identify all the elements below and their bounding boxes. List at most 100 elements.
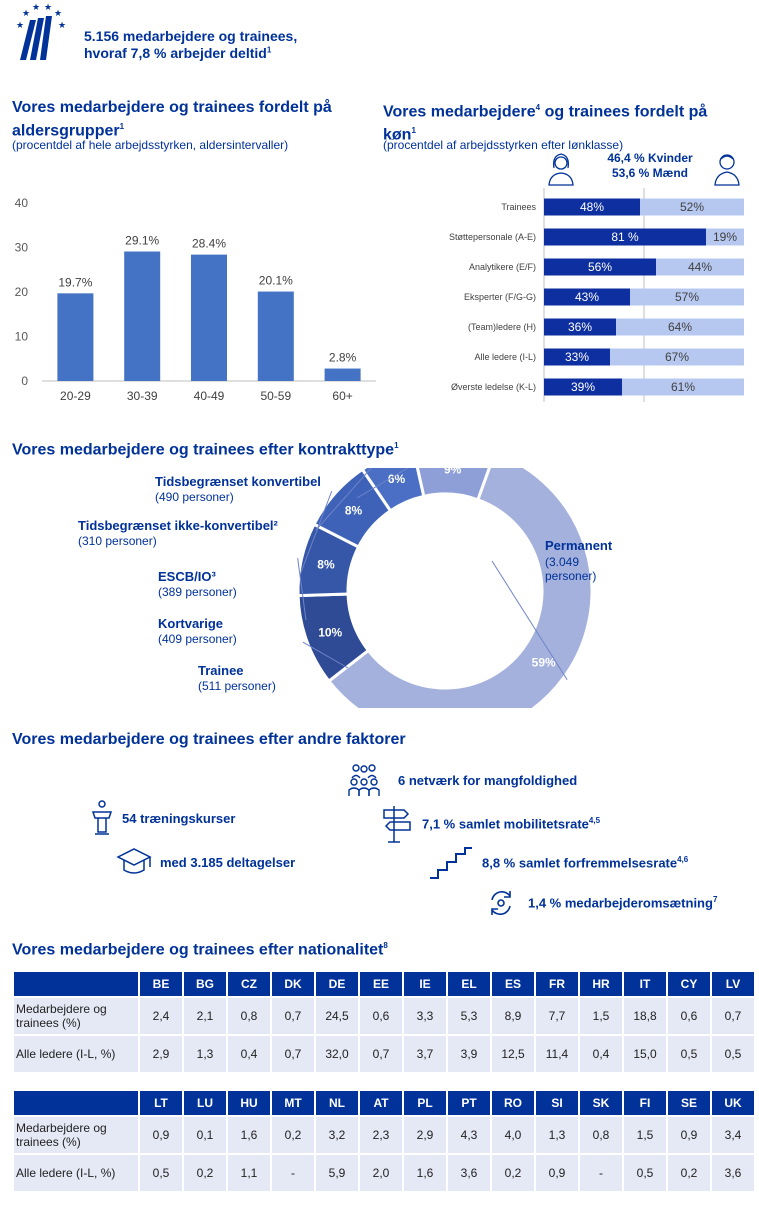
donut-slice-percent: 10%	[318, 625, 342, 639]
age-bar	[191, 254, 227, 381]
donut-leader-line	[299, 490, 333, 576]
managers-row: Alle ledere (I-L, %) 2,9 1,3 0,4 0,7 32,0 0,7 3…	[14, 1036, 754, 1072]
gender-category-label: Trainees	[501, 202, 536, 212]
table-cell: 8,9	[492, 998, 534, 1034]
factors-title: Vores medarbejdere og trainees efter and…	[12, 731, 406, 748]
donut-leader-line	[302, 641, 349, 669]
women-value-label: 36%	[568, 320, 592, 334]
table-cell: 3,6	[712, 1155, 754, 1191]
donut-leader-line	[315, 468, 372, 531]
turnover-factor: 1,4 % medarbejderomsætning7	[486, 888, 717, 918]
women-bar-segment	[544, 228, 706, 246]
signpost-icon	[383, 806, 411, 843]
men-bar-segment	[706, 228, 744, 246]
table-cell: 3,4	[712, 1117, 754, 1153]
promotion-factor: 8,8 % samlet forfremmelsesrate4,6	[428, 846, 688, 880]
table-cell: 15,0	[624, 1036, 666, 1072]
donut-slice-detail: (389 personer)	[158, 585, 237, 599]
lectern-icon	[91, 800, 113, 835]
table-cell: 5,3	[448, 998, 490, 1034]
promotion-text: 8,8 % samlet forfremmelsesrate4,6	[482, 855, 689, 871]
table-cell: 2,0	[360, 1155, 402, 1191]
age-y-tick-label: 0	[21, 374, 28, 388]
men-value-label: 57%	[675, 290, 699, 304]
country-code: CZ	[228, 972, 270, 996]
donut-slice-detail: personer)	[545, 569, 596, 583]
header-line2: hvoraf 7,8 % arbejder deltid1	[84, 45, 272, 61]
table-cell: 1,3	[536, 1117, 578, 1153]
table-cell: 0,6	[668, 998, 710, 1034]
men-bar-segment	[610, 348, 744, 366]
managers-row: Alle ledere (I-L, %) 0,5 0,2 1,1-5,9 2,0 1,6 3…	[14, 1155, 754, 1191]
table-cell: 4,0	[492, 1117, 534, 1153]
age-bar-value-label: 2.8%	[329, 351, 357, 365]
donut-slice	[326, 468, 594, 708]
table-cell: 2,1	[184, 998, 226, 1034]
table-cell: -	[272, 1155, 314, 1191]
age-y-tick-label: 40	[15, 196, 29, 210]
age-category-label: 60+	[332, 389, 352, 403]
networks-text: 6 netværk for mangfoldighed	[398, 772, 578, 788]
women-bar-segment	[544, 378, 622, 396]
courses-factor: 54 træningskurser	[90, 800, 235, 836]
table-cell: 3,2	[316, 1117, 358, 1153]
table-cell: 1,3	[184, 1036, 226, 1072]
donut-slice-label: Tidsbegrænset ikke-konvertibel²	[78, 518, 279, 533]
table-cell: 0,5	[624, 1155, 666, 1191]
table-cell: 0,2	[492, 1155, 534, 1191]
table-cell: 1,6	[404, 1155, 446, 1191]
nationality-table-1: BE BG CZ DK DE EE IE EL ES FR HR IT CY LV Medarbejdere…	[12, 970, 756, 1074]
men-value-label: 19%	[713, 230, 737, 244]
table-cell: 1,5	[624, 1117, 666, 1153]
table-cell: 1,5	[580, 998, 622, 1034]
table-cell: 4,3	[448, 1117, 490, 1153]
turnover-arrows-icon	[491, 891, 511, 915]
men-value-label: 61%	[671, 380, 695, 394]
table-cell: 0,1	[184, 1117, 226, 1153]
country-code: ES	[492, 972, 534, 996]
age-bar-value-label: 20.1%	[259, 274, 293, 288]
donut-slice-label: Kortvarige	[158, 616, 223, 631]
contract-title: Vores medarbejdere og trainees efter kon…	[12, 441, 399, 459]
gender-category-label: Støttepersonale (A-E)	[449, 232, 536, 242]
table-cell: 0,8	[580, 1117, 622, 1153]
table-cell: 24,5	[316, 998, 358, 1034]
donut-slice-percent: 59%	[532, 656, 556, 670]
women-share: 46,4 % Kvinder	[607, 151, 693, 165]
age-subtitle: (procentdel af hele arbejdsstyrken, alde…	[12, 138, 289, 152]
table-cell: 0,9	[536, 1155, 578, 1191]
women-value-label: 48%	[580, 200, 604, 214]
table-cell: 0,7	[712, 998, 754, 1034]
gender-category-label: Analytikere (E/F)	[469, 262, 536, 272]
table-cell: 0,5	[712, 1036, 754, 1072]
table-cell: 0,2	[184, 1155, 226, 1191]
country-header-row: BE BG CZ DK DE EE IE EL ES FR HR IT CY LV	[14, 972, 754, 996]
country-code: LV	[712, 972, 754, 996]
country-code: IT	[624, 972, 666, 996]
table-cell: 0,2	[668, 1155, 710, 1191]
header-line1: 5.156 medarbejdere og trainees,	[84, 28, 298, 44]
participations-text: med 3.185 deltagelser	[160, 854, 296, 870]
country-code: NL	[316, 1091, 358, 1115]
donut-slice-detail: (409 personer)	[158, 632, 237, 646]
country-code: BG	[184, 972, 226, 996]
country-code: MT	[272, 1091, 314, 1115]
women-bar-segment	[544, 348, 610, 366]
women-value-label: 33%	[565, 350, 589, 364]
men-bar-segment	[616, 318, 744, 336]
country-code: SK	[580, 1091, 622, 1115]
gender-subtitle: (procentdel af arbejdsstyrken efter lønk…	[383, 138, 624, 152]
gender-bar-chart: Trainees 48% 52% Støttepersonale (A-E) 81 % 1…	[449, 188, 744, 402]
country-code: UK	[712, 1091, 754, 1115]
table-cell: 0,4	[228, 1036, 270, 1072]
age-y-tick-label: 20	[15, 285, 29, 299]
donut-slice-detail: (511 personer)	[198, 679, 276, 693]
man-icon	[712, 150, 742, 191]
row-label: Alle ledere (I-L, %)	[14, 1155, 138, 1191]
row-label: Alle ledere (I-L, %)	[14, 1036, 138, 1072]
donut-slice-detail: (310 personer)	[78, 534, 157, 548]
age-bar	[124, 251, 161, 381]
courses-text: 54 træningskurser	[122, 810, 236, 826]
networks-factor: 6 netværk for mangfoldighed	[346, 762, 577, 798]
table-cell: 3,6	[448, 1155, 490, 1191]
